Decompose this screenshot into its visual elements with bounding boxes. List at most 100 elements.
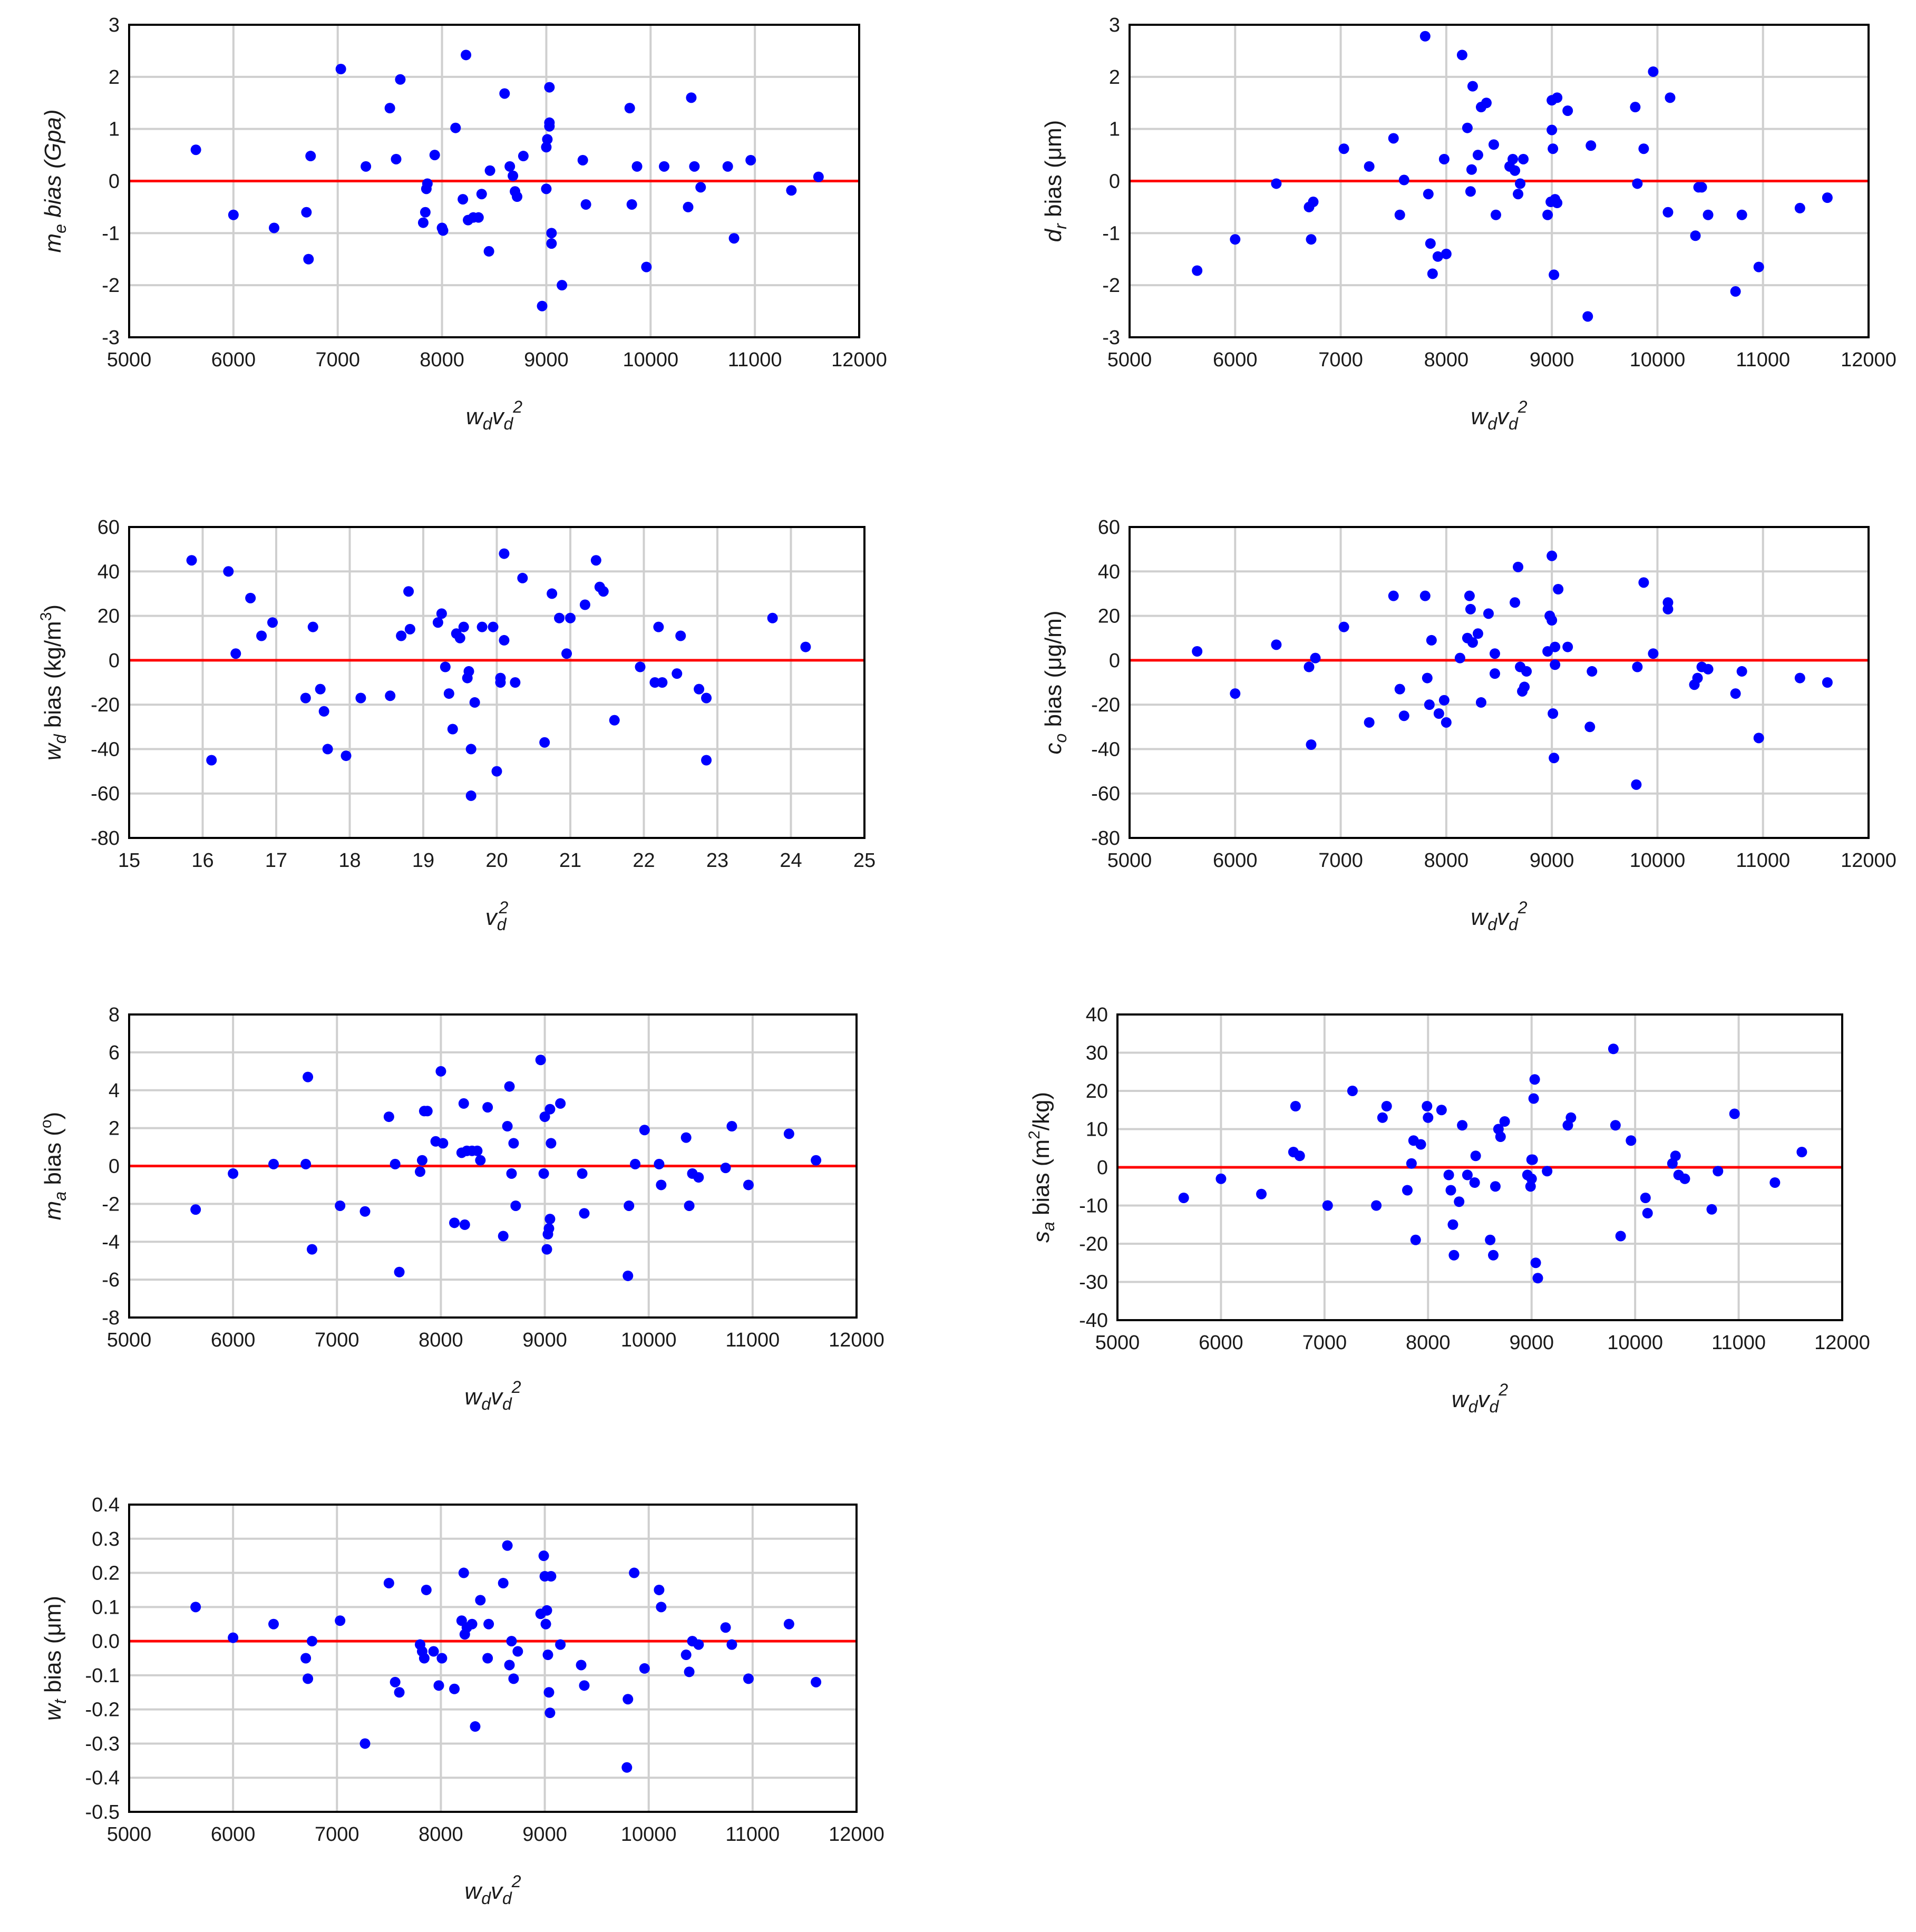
data-point (598, 586, 609, 597)
data-point (1457, 1120, 1468, 1131)
chart-sa: 5000 6000 7000 8000 9000 10000 11000 12000 -40 -3… (1026, 1004, 1870, 1416)
data-point (623, 1694, 634, 1705)
data-point (383, 1111, 394, 1123)
data-point (1467, 637, 1478, 648)
data-point (458, 621, 469, 632)
data-point (1481, 97, 1492, 109)
plot-frame (1116, 1013, 1843, 1321)
plot-frame (128, 24, 860, 338)
data-point (1547, 550, 1558, 561)
data-point (267, 617, 278, 628)
data-point (630, 1158, 641, 1169)
data-point (419, 1653, 430, 1664)
data-point (580, 199, 591, 210)
data-point (395, 74, 406, 85)
data-point (394, 1266, 405, 1277)
data-point (1415, 1139, 1426, 1150)
data-point (811, 1155, 822, 1166)
chart-co: 5000 6000 7000 8000 9000 10000 11000 12000 -80 -6… (1040, 516, 1896, 934)
data-point (1670, 1150, 1681, 1162)
data-point (686, 92, 697, 103)
y-tick-label: -2 (102, 1193, 120, 1215)
data-point (223, 566, 234, 577)
data-point (463, 666, 474, 677)
data-point (404, 623, 415, 635)
data-point (1402, 1185, 1413, 1196)
x-tick-label: 6000 (211, 1329, 256, 1351)
x-tick-label: 7000 (1318, 850, 1363, 872)
data-point (1419, 31, 1431, 42)
data-point (1454, 1196, 1465, 1207)
data-point (541, 142, 552, 153)
data-point (1192, 646, 1203, 657)
x-axis-label: wdvd2 (1471, 397, 1527, 433)
data-point (1438, 153, 1450, 164)
data-point (1294, 1150, 1305, 1162)
data-point (300, 1158, 312, 1169)
data-point (1690, 230, 1701, 241)
y-tick-label: 0.1 (92, 1596, 120, 1618)
data-point (672, 668, 683, 679)
y-tick-label: 40 (98, 561, 120, 583)
data-point (432, 617, 443, 628)
y-tick-label: 2 (109, 1118, 120, 1140)
data-point (458, 194, 469, 205)
data-point (546, 228, 557, 239)
chart-ma: 5000 6000 7000 8000 9000 10000 11000 12000 -8 -6 -… (37, 1004, 884, 1413)
data-point (1178, 1193, 1189, 1203)
data-point (579, 1680, 590, 1691)
data-point (1215, 1173, 1227, 1184)
data-point (256, 630, 267, 641)
y-tick-label: -60 (1091, 783, 1120, 805)
data-point (498, 1231, 509, 1242)
data-point (1472, 628, 1483, 639)
data-point (1513, 561, 1524, 572)
x-tick-label: 6000 (211, 1823, 256, 1846)
y-axis-label: wd bias (kg/m3) (37, 604, 70, 760)
data-point (504, 1660, 515, 1671)
data-point (385, 690, 396, 701)
data-point (315, 684, 326, 695)
data-point (1489, 648, 1500, 659)
data-point (1419, 590, 1431, 601)
data-point (1469, 1177, 1480, 1188)
plot-frame (128, 526, 865, 839)
y-tick-label: 60 (98, 516, 120, 539)
data-point (390, 1158, 401, 1169)
data-point (306, 1244, 317, 1255)
x-axis-label: wdvd2 (466, 397, 522, 433)
data-point (1462, 122, 1473, 133)
x-tick-label: 10000 (621, 1823, 677, 1846)
data-point (546, 1571, 557, 1582)
data-point (1796, 1147, 1807, 1157)
data-point (1632, 661, 1643, 672)
y-tick-label: 1 (1109, 119, 1120, 141)
x-tick-label: 9000 (1530, 850, 1574, 872)
data-point (1438, 695, 1450, 706)
data-point (1306, 739, 1317, 750)
data-point (518, 151, 529, 162)
data-point (396, 630, 407, 641)
data-point (1565, 1112, 1577, 1123)
data-point (745, 154, 756, 165)
x-tick-label: 6000 (211, 349, 256, 371)
data-point (743, 1179, 754, 1191)
data-point (322, 744, 333, 755)
data-point (383, 1577, 394, 1588)
data-point (544, 1104, 556, 1115)
data-point (631, 161, 643, 172)
data-point (1499, 1116, 1510, 1127)
y-tick-label: 40 (1086, 1004, 1108, 1026)
data-point (543, 1687, 555, 1698)
data-point (472, 1145, 483, 1156)
data-point (1483, 608, 1494, 619)
data-point (1608, 1043, 1619, 1055)
data-point (230, 648, 241, 659)
data-point (540, 1618, 551, 1629)
data-point (577, 154, 588, 165)
x-tick-label: 11000 (1711, 1332, 1766, 1354)
data-point (1433, 708, 1444, 719)
data-point (1736, 209, 1747, 220)
data-point (1425, 238, 1436, 249)
data-point (813, 171, 824, 182)
